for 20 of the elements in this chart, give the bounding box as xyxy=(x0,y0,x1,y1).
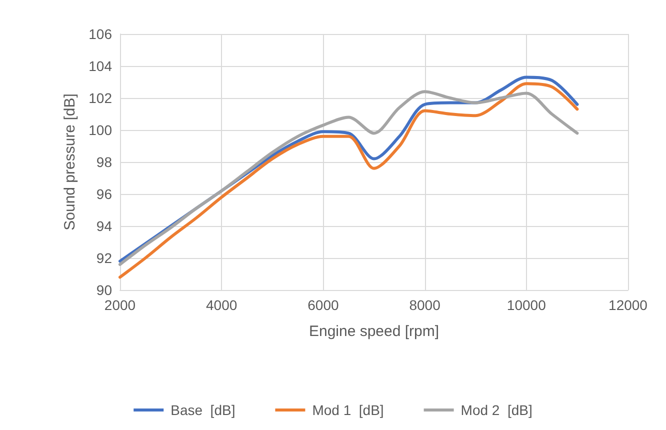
legend-label: Mod 1 [dB] xyxy=(312,402,384,418)
y-tick-label: 102 xyxy=(88,90,112,106)
y-axis-title: Sound pressure [dB] xyxy=(62,94,79,230)
x-tick-label: 2000 xyxy=(104,297,136,313)
y-tick-label: 96 xyxy=(96,186,112,202)
x-tick-label: 10000 xyxy=(506,297,546,313)
y-tick-label: 92 xyxy=(96,250,112,266)
x-tick-label: 8000 xyxy=(409,297,441,313)
x-tick-label: 12000 xyxy=(608,297,648,313)
x-axis-title: Engine speed [rpm] xyxy=(308,323,440,340)
x-tick-label: 4000 xyxy=(206,297,238,313)
y-tick-label: 90 xyxy=(96,282,112,298)
y-tick-label: 98 xyxy=(96,154,112,170)
y-tick-label: 100 xyxy=(88,122,112,138)
y-tick-label: 106 xyxy=(88,26,112,42)
legend-label: Mod 2 [dB] xyxy=(460,402,532,418)
x-tick-label: 6000 xyxy=(308,297,339,313)
y-tick-label: 94 xyxy=(96,218,112,234)
y-tick-label: 104 xyxy=(88,58,112,74)
legend-label: Base [dB] xyxy=(170,402,236,418)
